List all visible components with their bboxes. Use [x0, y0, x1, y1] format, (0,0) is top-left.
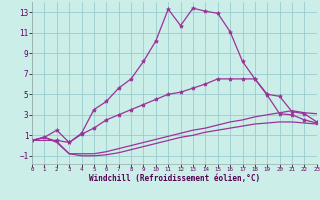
X-axis label: Windchill (Refroidissement éolien,°C): Windchill (Refroidissement éolien,°C) — [89, 174, 260, 183]
